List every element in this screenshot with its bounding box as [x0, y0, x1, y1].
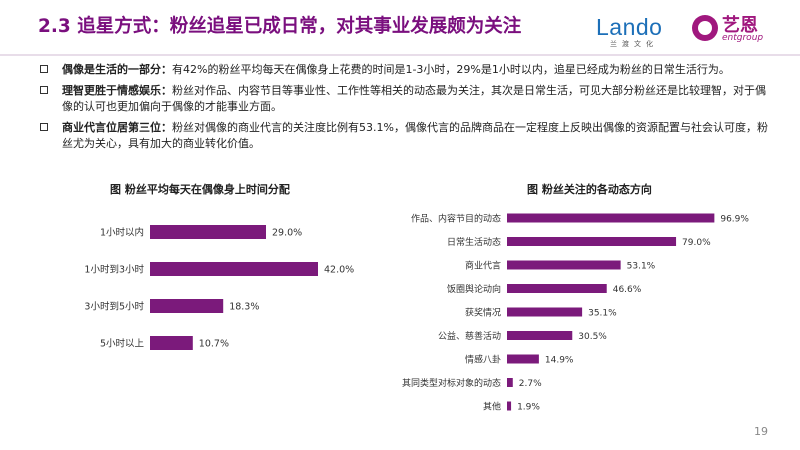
page-title: 2.3 追星方式：粉丝追星已成日常，对其事业发展颇为关注 [38, 16, 522, 37]
value-label: 18.3% [229, 302, 259, 313]
category-label: 其他 [483, 401, 501, 413]
bar [507, 213, 715, 223]
category-label: 3小时到5小时 [84, 301, 144, 313]
bullet-lead: 理智更胜于情感娱乐： [62, 84, 172, 97]
bullet-item: 偶像是生活的一部分：有42%的粉丝平均每天在偶像身上花费的时间是1-3小时，29… [38, 62, 768, 78]
bar [150, 299, 224, 313]
value-label: 29.0% [272, 228, 302, 239]
category-label: 情感八卦 [465, 354, 501, 366]
page-number: 19 [754, 425, 768, 438]
bar [150, 336, 193, 350]
time-distribution-chart: 1小时以内 29.0% 1小时到3小时 42.0% 3小时到5小时 18.3% 5小时以上 1… [84, 225, 354, 350]
value-label: 35.1% [588, 309, 617, 319]
entgroup-logo-subtext: entgroup [722, 33, 764, 43]
bar [507, 401, 512, 411]
value-label: 10.7% [199, 339, 229, 350]
value-label: 46.6% [613, 285, 642, 295]
value-label: 2.7% [519, 379, 542, 389]
chart-title-focus: 图 粉丝关注的各动态方向 [527, 183, 652, 196]
value-label: 79.0% [682, 238, 711, 248]
category-label: 5小时以上 [100, 338, 145, 350]
category-label: 1小时以内 [100, 227, 144, 239]
value-label: 42.0% [324, 265, 354, 276]
bar [150, 262, 318, 276]
bar [150, 225, 266, 239]
bullet-text: 粉丝对作品、内容节目等事业性、工作性等相关的动态最为关注，其次是日常生活，可见大… [62, 84, 766, 113]
bar [507, 331, 573, 340]
bar [507, 284, 607, 293]
focus-direction-chart: 作品、内容节目的动态 96.9% 日常生活动态 79.0% 商业代言 53.1% 饭圈舆论动… [402, 213, 749, 413]
square-bullet-icon [40, 86, 48, 94]
value-label: 30.5% [578, 332, 607, 342]
bullet-lead: 偶像是生活的一部分： [62, 63, 172, 76]
category-label: 公益、慈善活动 [438, 330, 501, 342]
category-label: 日常生活动态 [447, 236, 501, 248]
lando-logo-subtext: 兰渡文化 [610, 40, 658, 48]
bullet-lead: 商业代言位居第三位： [62, 121, 172, 134]
category-label: 商业代言 [465, 260, 501, 272]
bullet-text: 有42%的粉丝平均每天在偶像身上花费的时间是1-3小时，29%是1小时以内，追星… [172, 63, 730, 76]
bar [507, 237, 677, 246]
category-label: 其同类型对标对象的动态 [402, 377, 501, 389]
header: 2.3 追星方式：粉丝追星已成日常，对其事业发展颇为关注 Lando 兰渡文化 … [0, 0, 800, 62]
bar [507, 354, 539, 364]
bullet-text: 粉丝对偶像的商业代言的关注度比例有53.1%，偶像代言的品牌商品在一定程度上反映… [62, 121, 768, 150]
category-label: 饭圈舆论动向 [447, 283, 501, 295]
bar [507, 260, 621, 270]
square-bullet-icon [40, 123, 48, 131]
value-label: 96.9% [720, 215, 749, 225]
value-label: 53.1% [627, 262, 656, 272]
category-label: 获奖情况 [465, 307, 501, 319]
lando-logo: Lando 兰渡文化 [596, 14, 662, 49]
bar [507, 307, 583, 317]
bullet-list: 偶像是生活的一部分：有42%的粉丝平均每天在偶像身上花费的时间是1-3小时，29… [38, 62, 768, 157]
bullet-item: 理智更胜于情感娱乐：粉丝对作品、内容节目等事业性、工作性等相关的动态最为关注，其… [38, 83, 768, 115]
category-label: 1小时到3小时 [84, 264, 144, 276]
title-divider [0, 54, 800, 56]
entgroup-logo-icon [692, 15, 718, 41]
value-label: 14.9% [545, 356, 574, 366]
square-bullet-icon [40, 65, 48, 73]
value-label: 1.9% [517, 403, 540, 413]
bar [507, 378, 513, 387]
entgroup-logo-text: 艺恩 [722, 15, 758, 36]
category-label: 作品、内容节目的动态 [411, 213, 501, 225]
bullet-item: 商业代言位居第三位：粉丝对偶像的商业代言的关注度比例有53.1%，偶像代言的品牌… [38, 120, 768, 152]
lando-logo-text: Lando [596, 14, 663, 40]
chart-title-time: 图 粉丝平均每天在偶像身上时间分配 [110, 183, 290, 196]
